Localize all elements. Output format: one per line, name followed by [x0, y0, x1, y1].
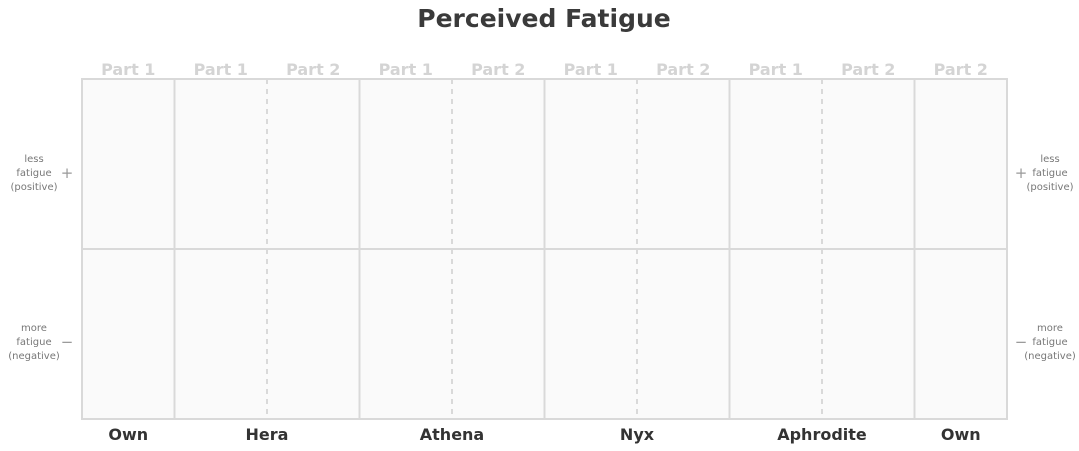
- part-label: Part 2: [934, 60, 988, 79]
- positive-axis-label-left-sign: +: [61, 164, 74, 182]
- negative-axis-label-right-text: fatigue: [1032, 337, 1067, 348]
- positive-axis-label-right-text: less: [1040, 154, 1059, 165]
- group-label: Nyx: [620, 425, 655, 444]
- positive-axis-label-left-text: (positive): [10, 182, 57, 193]
- negative-axis-label-right-text: (negative): [1024, 351, 1076, 362]
- positive-axis-label-left-text: less: [24, 154, 43, 165]
- part-label: Part 1: [379, 60, 433, 79]
- chart-title: Perceived Fatigue: [417, 4, 670, 33]
- part-label: Part 2: [841, 60, 895, 79]
- group-label: Own: [941, 425, 981, 444]
- part-label: Part 1: [564, 60, 618, 79]
- part-label: Part 2: [471, 60, 525, 79]
- part-label: Part 2: [656, 60, 710, 79]
- part-label: Part 1: [101, 60, 155, 79]
- group-label: Aphrodite: [777, 425, 867, 444]
- plot-area: [81, 78, 1008, 420]
- labels: Part 1 Own Part 1 Part 2 Hera Part 1 Part 2 Ath…: [8, 60, 1076, 444]
- group-label: Athena: [420, 425, 484, 444]
- group-label: Own: [108, 425, 148, 444]
- negative-axis-label-left-text: (negative): [8, 351, 60, 362]
- negative-axis-label-right-text: more: [1037, 323, 1063, 334]
- negative-axis-label-right-sign: −: [1015, 333, 1028, 351]
- negative-axis-label-left-text: more: [21, 323, 47, 334]
- part-label: Part 1: [749, 60, 803, 79]
- positive-axis-label-right-text: fatigue: [1032, 168, 1067, 179]
- positive-axis-label-left-text: fatigue: [16, 168, 51, 179]
- positive-axis-label-right-sign: +: [1015, 164, 1028, 182]
- negative-axis-label-left-sign: −: [61, 333, 74, 351]
- positive-axis-label-right-text: (positive): [1026, 182, 1073, 193]
- group-label: Hera: [246, 425, 289, 444]
- part-label: Part 2: [286, 60, 340, 79]
- negative-axis-label-left-text: fatigue: [16, 337, 51, 348]
- part-label: Part 1: [194, 60, 248, 79]
